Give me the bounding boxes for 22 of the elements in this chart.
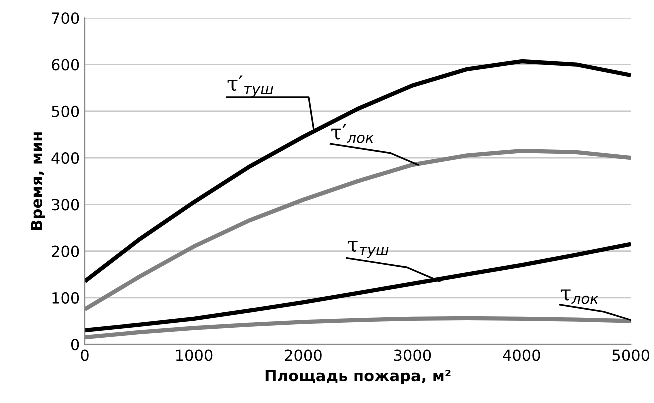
series-label: τ$_{туш}$ bbox=[348, 241, 389, 258]
x-tick-label: 2000 bbox=[285, 350, 322, 362]
y-tick-label: 300 bbox=[52, 199, 80, 211]
text: τ′$_{туш}$ bbox=[228, 76, 274, 98]
x-tick-label: 1000 bbox=[176, 350, 213, 362]
x-tick-label: 3000 bbox=[394, 350, 432, 362]
y-tick-label: 600 bbox=[52, 59, 80, 71]
x-tick-label: 4000 bbox=[503, 350, 540, 362]
x-axis-title: Площадь пожара, м² bbox=[266, 370, 451, 385]
y-tick-label: 0 bbox=[71, 339, 80, 351]
series-label: τ′$_{лок}$ bbox=[332, 124, 374, 144]
line-series bbox=[85, 242, 632, 333]
x-tick-label: 0 bbox=[81, 350, 89, 362]
y-tick-label: 200 bbox=[52, 246, 80, 258]
line-series bbox=[85, 59, 632, 284]
x-tick-label: 5000 bbox=[612, 350, 650, 362]
y-tick-label: 700 bbox=[52, 12, 80, 24]
y-tick-label: 100 bbox=[52, 292, 80, 304]
series-label: τ$_{лок}$ bbox=[560, 290, 599, 304]
y-tick-label: 500 bbox=[52, 106, 80, 118]
y-tick-label: 400 bbox=[52, 152, 80, 164]
y-axis-title: Время, мин bbox=[31, 132, 46, 230]
